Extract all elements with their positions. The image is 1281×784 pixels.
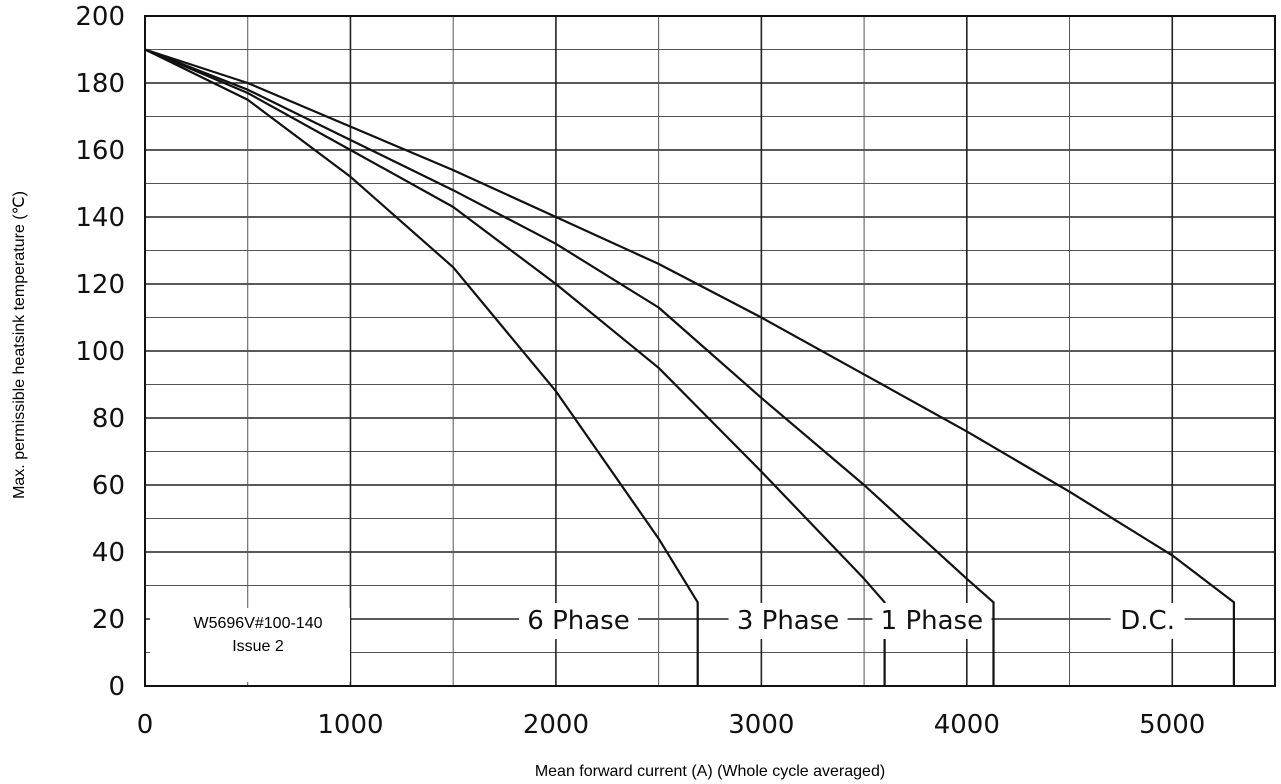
series-label-bg <box>1110 603 1185 639</box>
y-tick-label: 200 <box>75 2 125 32</box>
series-line-1 <box>144 48 886 686</box>
series-line-3 <box>144 48 1236 686</box>
note-issue: Issue 2 <box>232 638 284 655</box>
y-tick-label: 60 <box>92 471 125 501</box>
y-tick-label: 100 <box>75 337 125 367</box>
grid <box>145 16 1275 686</box>
series-line-2 <box>144 48 995 686</box>
y-axis-label: Max. permissible heatsink temperature (℃… <box>11 191 28 499</box>
y-tick-label: 80 <box>92 404 125 434</box>
note-box <box>150 608 350 682</box>
x-tick-label: 5000 <box>1139 710 1205 740</box>
x-tick-label: 2000 <box>523 710 589 740</box>
series-label-bg <box>872 603 992 639</box>
series-label-2: 1 Phase <box>881 606 983 636</box>
series-label-bg <box>728 603 848 639</box>
series-lines <box>144 48 1236 686</box>
plot-frame <box>144 15 1276 687</box>
y-tick-labels: 0 20 40 60 80 100 120 140 160 180 200 <box>75 2 125 702</box>
x-tick-labels: 0 1000 2000 3000 4000 5000 <box>137 710 1206 740</box>
y-tick-label: 0 <box>108 672 125 702</box>
y-tick-label: 180 <box>75 69 125 99</box>
y-tick-label: 120 <box>75 270 125 300</box>
series-labels: 6 Phase 3 Phase 1 Phase D.C. <box>519 603 1185 639</box>
y-tick-label: 20 <box>92 605 125 635</box>
series-label-3: D.C. <box>1120 606 1175 636</box>
y-tick-label: 140 <box>75 203 125 233</box>
x-tick-label: 3000 <box>728 710 794 740</box>
series-line-0 <box>144 48 699 686</box>
y-tick-label: 40 <box>92 538 125 568</box>
x-axis-label: Mean forward current (A) (Whole cycle av… <box>535 763 885 780</box>
x-tick-label: 4000 <box>934 710 1000 740</box>
series-label-0: 6 Phase <box>527 606 629 636</box>
y-tick-label: 160 <box>75 136 125 166</box>
note-code: W5696V#100-140 <box>194 615 323 632</box>
x-tick-label: 1000 <box>317 710 383 740</box>
x-tick-label: 0 <box>137 710 154 740</box>
series-label-bg <box>519 603 639 639</box>
series-label-1: 3 Phase <box>737 606 839 636</box>
